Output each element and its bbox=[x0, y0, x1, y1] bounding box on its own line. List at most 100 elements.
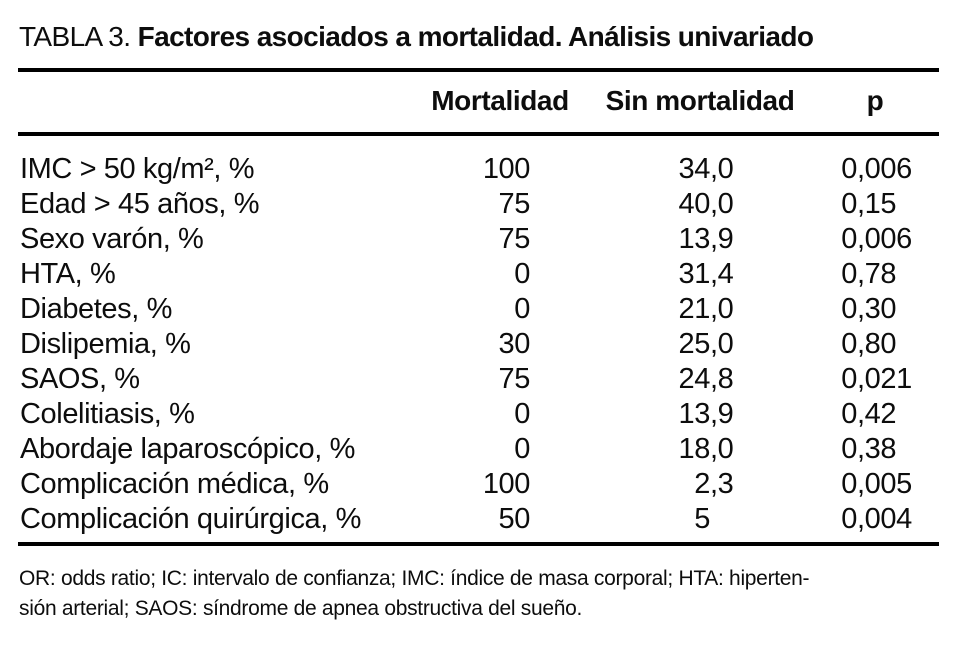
cell-decimal-part: ,9 bbox=[710, 223, 734, 255]
table-row: Complicación médica, % 100 2,3 0,005 bbox=[20, 467, 940, 502]
cell-decimal-part bbox=[710, 502, 810, 537]
table-row: Edad > 45 años, % 75 40,0 0,15 bbox=[20, 187, 940, 222]
cell-integer-part: 25 bbox=[678, 328, 711, 360]
footnote-line-1: OR: odds ratio; IC: intervalo de confian… bbox=[19, 567, 810, 590]
cell-decimal-part: ,3 bbox=[710, 468, 734, 500]
table-row: Complicación quirúrgica, % 50 5 0,004 bbox=[20, 502, 940, 537]
table-row: SAOS, % 75 24,8 0,021 bbox=[20, 362, 940, 397]
cell-mortalidad: 0 bbox=[410, 397, 590, 432]
cell-decimal-part: ,0 bbox=[710, 328, 734, 360]
cell-integer-part: 0 bbox=[514, 293, 530, 325]
cell-integer-part: 31 bbox=[678, 258, 711, 290]
table-row: Abordaje laparoscópico, % 0 18,0 0,38 bbox=[20, 432, 940, 467]
cell-mortalidad: 100 bbox=[410, 152, 590, 187]
row-factor-label: Dislipemia, % bbox=[20, 328, 191, 360]
cell-sin-mortalidad: 18,0 bbox=[590, 432, 810, 467]
cell-p-value: 0,005 bbox=[810, 467, 940, 502]
cell-decimal-part: ,4 bbox=[710, 258, 734, 290]
cell-decimal-part bbox=[530, 467, 590, 502]
cell-p-value: 0,15 bbox=[810, 187, 940, 222]
row-factor-label: Abordaje laparoscópico, % bbox=[20, 433, 355, 465]
table-row: HTA, % 0 31,4 0,78 bbox=[20, 257, 940, 292]
cell-integer-part: 0 bbox=[841, 433, 857, 465]
cell-integer-part: 0 bbox=[841, 503, 857, 535]
cell-decimal-part: ,42 bbox=[857, 398, 897, 430]
cell-decimal-part bbox=[530, 397, 590, 432]
header-rule bbox=[18, 132, 939, 136]
cell-p-value: 0,006 bbox=[810, 222, 940, 257]
cell-p-value: 0,80 bbox=[810, 327, 940, 362]
cell-decimal-part: ,9 bbox=[710, 398, 734, 430]
cell-integer-part: 75 bbox=[498, 223, 531, 255]
cell-decimal-part bbox=[530, 152, 590, 187]
row-factor-label: IMC > 50 kg/m², % bbox=[20, 153, 255, 185]
cell-decimal-part: ,78 bbox=[857, 258, 897, 290]
cell-integer-part: 0 bbox=[841, 398, 857, 430]
table-row: Dislipemia, % 30 25,0 0,80 bbox=[20, 327, 940, 362]
cell-p-value: 0,006 bbox=[810, 152, 940, 187]
cell-mortalidad: 0 bbox=[410, 432, 590, 467]
cell-sin-mortalidad: 13,9 bbox=[590, 397, 810, 432]
cell-integer-part: 2 bbox=[694, 468, 710, 500]
cell-integer-part: 0 bbox=[514, 433, 530, 465]
cell-integer-part: 5 bbox=[694, 503, 710, 535]
cell-integer-part: 0 bbox=[841, 328, 857, 360]
cell-integer-part: 0 bbox=[841, 258, 857, 290]
bottom-rule bbox=[18, 542, 939, 546]
cell-decimal-part: ,0 bbox=[710, 153, 734, 185]
cell-integer-part: 0 bbox=[841, 468, 857, 500]
cell-decimal-part: ,38 bbox=[857, 433, 897, 465]
cell-integer-part: 0 bbox=[841, 153, 857, 185]
cell-integer-part: 75 bbox=[498, 188, 531, 220]
table-footnote: OR: odds ratio; IC: intervalo de confian… bbox=[19, 564, 954, 624]
header-sin-mortalidad: Sin mortalidad bbox=[605, 85, 795, 116]
cell-mortalidad: 75 bbox=[410, 222, 590, 257]
cell-integer-part: 0 bbox=[841, 223, 857, 255]
cell-decimal-part bbox=[530, 187, 590, 222]
cell-sin-mortalidad: 34,0 bbox=[590, 152, 810, 187]
cell-integer-part: 30 bbox=[498, 328, 531, 360]
cell-integer-part: 75 bbox=[498, 363, 531, 395]
cell-decimal-part: ,0 bbox=[710, 433, 734, 465]
top-rule bbox=[18, 68, 939, 72]
cell-mortalidad: 100 bbox=[410, 467, 590, 502]
cell-sin-mortalidad: 31,4 bbox=[590, 257, 810, 292]
cell-decimal-part bbox=[530, 362, 590, 397]
table-row: Sexo varón, % 75 13,9 0,006 bbox=[20, 222, 940, 257]
table-number-label: TABLA 3. bbox=[19, 21, 131, 52]
row-factor-label: Colelitiasis, % bbox=[20, 398, 195, 430]
cell-integer-part: 100 bbox=[482, 153, 531, 185]
cell-sin-mortalidad: 13,9 bbox=[590, 222, 810, 257]
cell-sin-mortalidad: 21,0 bbox=[590, 292, 810, 327]
cell-decimal-part: ,30 bbox=[857, 293, 897, 325]
cell-mortalidad: 0 bbox=[410, 257, 590, 292]
cell-sin-mortalidad: 25,0 bbox=[590, 327, 810, 362]
cell-mortalidad: 30 bbox=[410, 327, 590, 362]
row-factor-label: Sexo varón, % bbox=[20, 223, 204, 255]
row-factor-label: SAOS, % bbox=[20, 363, 140, 395]
row-factor-label: HTA, % bbox=[20, 258, 116, 290]
cell-decimal-part: ,80 bbox=[857, 328, 897, 360]
row-factor-label: Diabetes, % bbox=[20, 293, 172, 325]
table-title: TABLA 3. Factores asociados a mortalidad… bbox=[19, 20, 941, 54]
cell-decimal-part: ,0 bbox=[710, 293, 734, 325]
cell-decimal-part bbox=[530, 292, 590, 327]
header-mortalidad: Mortalidad bbox=[431, 85, 569, 116]
cell-decimal-part: ,15 bbox=[857, 188, 897, 220]
cell-sin-mortalidad: 2,3 bbox=[590, 467, 810, 502]
cell-decimal-part bbox=[530, 257, 590, 292]
cell-p-value: 0,38 bbox=[810, 432, 940, 467]
cell-decimal-part: ,0 bbox=[710, 188, 734, 220]
cell-mortalidad: 75 bbox=[410, 187, 590, 222]
cell-decimal-part: ,021 bbox=[857, 363, 912, 395]
cell-decimal-part bbox=[530, 327, 590, 362]
cell-p-value: 0,78 bbox=[810, 257, 940, 292]
header-p-value: p bbox=[866, 85, 884, 116]
cell-decimal-part: ,006 bbox=[857, 153, 912, 185]
cell-decimal-part: ,004 bbox=[857, 503, 912, 535]
cell-decimal-part: ,006 bbox=[857, 223, 912, 255]
table-row: Diabetes, % 0 21,0 0,30 bbox=[20, 292, 940, 327]
cell-integer-part: 0 bbox=[841, 363, 857, 395]
cell-integer-part: 0 bbox=[841, 188, 857, 220]
